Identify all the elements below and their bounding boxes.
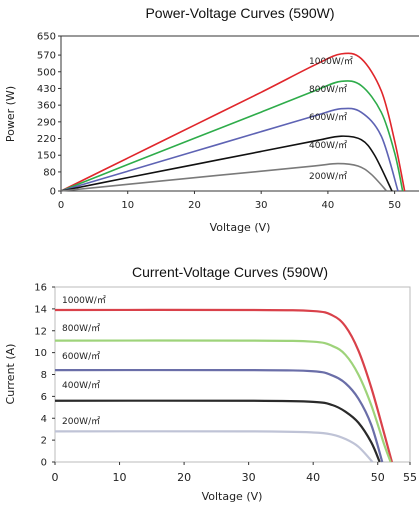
series-line-2 bbox=[54, 368, 384, 463]
y-tick-label: 0 bbox=[50, 187, 56, 198]
current-voltage-chart: Current-Voltage Curves (590W) 0 10 20 30 40 5… bbox=[4, 264, 417, 503]
y-tick-label: 500 bbox=[37, 67, 56, 78]
x-tick-label: 0 bbox=[58, 200, 64, 211]
y-tick-label: 12 bbox=[34, 326, 47, 337]
chart-title: Power-Voltage Curves (590W) bbox=[145, 5, 334, 21]
series-label: 400W/㎡ bbox=[62, 380, 100, 391]
y-tick-label: 8 bbox=[41, 370, 47, 381]
y-tick-label: 150 bbox=[37, 151, 56, 162]
x-tick-label: 10 bbox=[113, 471, 127, 484]
x-tick-label: 55 bbox=[403, 471, 417, 484]
series-label: 200W/㎡ bbox=[309, 171, 347, 182]
series-line-4 bbox=[60, 162, 388, 192]
y-tick-label: 80 bbox=[43, 167, 56, 178]
series-line-3 bbox=[54, 399, 381, 463]
x-tick-label: 50 bbox=[371, 471, 385, 484]
series-label: 400W/㎡ bbox=[309, 140, 347, 151]
y-tick-label: 430 bbox=[37, 84, 56, 95]
series-line-0 bbox=[54, 308, 393, 463]
series-label: 800W/㎡ bbox=[309, 84, 347, 95]
series-label: 800W/㎡ bbox=[62, 323, 100, 334]
x-tick-label: 30 bbox=[242, 471, 256, 484]
series-line-3 bbox=[60, 135, 393, 192]
series-label: 200W/㎡ bbox=[62, 416, 100, 427]
series-label: 600W/㎡ bbox=[309, 112, 347, 123]
x-tick-label: 40 bbox=[322, 200, 335, 211]
series-label: 1000W/㎡ bbox=[309, 56, 353, 67]
series-line-1 bbox=[54, 339, 392, 463]
power-voltage-chart: Power-Voltage Curves (590W) 0 10 20 30 40 50 5… bbox=[4, 5, 419, 234]
y-axis-label: Power (W) bbox=[4, 86, 17, 142]
y-tick-label: 6 bbox=[41, 392, 47, 403]
y-tick-label: 14 bbox=[34, 304, 47, 315]
y-tick-label: 0 bbox=[41, 458, 47, 469]
series-line-4 bbox=[54, 430, 374, 463]
series-line-1 bbox=[60, 80, 404, 192]
chart-title: Current-Voltage Curves (590W) bbox=[132, 264, 328, 280]
y-tick-label: 2 bbox=[41, 436, 47, 447]
y-tick-label: 4 bbox=[41, 414, 47, 425]
y-tick-label: 650 bbox=[37, 32, 56, 43]
y-tick-label: 220 bbox=[37, 134, 56, 145]
series-line-2 bbox=[60, 107, 399, 192]
plot-frame bbox=[60, 35, 419, 192]
x-axis-label: Voltage (V) bbox=[210, 221, 271, 234]
x-tick-label: 10 bbox=[121, 200, 134, 211]
x-tick-label: 50 bbox=[388, 200, 401, 211]
y-tick-label: 360 bbox=[37, 101, 56, 112]
series-label: 1000W/㎡ bbox=[62, 295, 106, 306]
y-tick-label: 290 bbox=[37, 117, 56, 128]
x-axis-label: Voltage (V) bbox=[202, 490, 263, 503]
series-label: 600W/㎡ bbox=[62, 351, 100, 362]
x-tick-label: 20 bbox=[188, 200, 201, 211]
y-tick-label: 570 bbox=[37, 51, 56, 62]
series-line-0 bbox=[60, 52, 406, 192]
y-axis-label: Current (A) bbox=[4, 344, 17, 405]
x-tick-label: 0 bbox=[52, 471, 59, 484]
y-tick-label: 16 bbox=[34, 283, 47, 294]
plot-frame bbox=[54, 286, 411, 463]
x-tick-label: 30 bbox=[255, 200, 268, 211]
x-tick-label: 40 bbox=[306, 471, 320, 484]
y-tick-label: 10 bbox=[34, 348, 47, 359]
x-tick-label: 20 bbox=[177, 471, 191, 484]
